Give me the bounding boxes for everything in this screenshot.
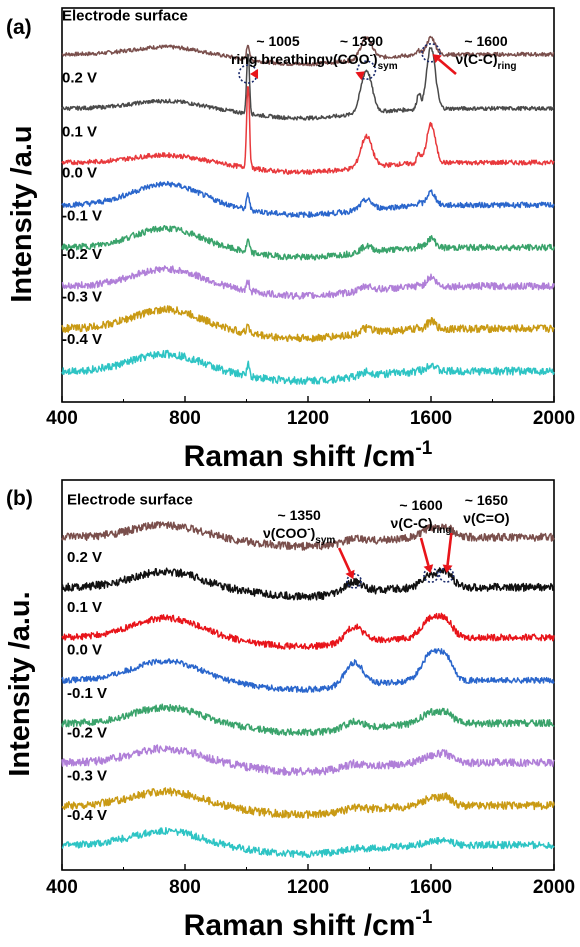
series-label: 0.0 V	[67, 642, 102, 659]
annotation-superscript: -	[370, 50, 373, 61]
series-line-4	[61, 225, 555, 261]
series-label: Electrode surface	[67, 491, 193, 508]
series-line-0	[61, 35, 555, 67]
series-line-7	[61, 349, 555, 385]
series-label: -0.4 V	[62, 331, 102, 348]
series-line-6	[61, 305, 555, 343]
annotation-assignment: ring breathing	[231, 51, 325, 67]
annotation-assignment: ν(COO-)sym	[263, 524, 335, 546]
y-axis-label: Intensity /a.u.	[4, 591, 36, 776]
series-label: 0.1 V	[62, 123, 97, 140]
annotation-assignment: ν(C-C)ring	[391, 515, 452, 536]
annotation-arrow	[337, 547, 352, 573]
annotation-arrowhead	[345, 569, 355, 580]
series-line-5	[61, 265, 555, 300]
annotation-subscript: sym	[378, 61, 398, 72]
x-axis-label-superscript: -1	[415, 907, 432, 928]
series-label: -0.2 V	[67, 725, 107, 742]
series-line-2	[61, 86, 555, 176]
annotation-arrowhead	[442, 564, 453, 573]
x-axis-label-text: Raman shift /cm	[184, 909, 416, 942]
x-tick-label: 2000	[533, 877, 575, 898]
annotation-assignment-tail: )	[373, 51, 378, 67]
series-label: 0.1 V	[67, 599, 102, 616]
x-tick-label: 800	[169, 408, 201, 429]
annotation-subscript: sym	[315, 535, 335, 546]
series-label: -0.2 V	[62, 246, 102, 263]
annotation-arrow	[437, 58, 457, 75]
annotation-wavenumber: ~ 1600	[399, 497, 442, 513]
series-line-7	[61, 827, 555, 859]
annotation-assignment-text: ν(C=O)	[463, 510, 509, 526]
peak-marker-circle	[421, 43, 441, 63]
series-label: 0.2 V	[62, 69, 97, 86]
series-line-3	[61, 180, 555, 218]
x-axis-label-superscript: -1	[415, 438, 432, 459]
series-label: -0.3 V	[67, 767, 107, 784]
annotation-wavenumber: ~ 1650	[465, 492, 508, 508]
x-axis-label-text: Raman shift /cm	[184, 440, 416, 473]
series-label: -0.1 V	[67, 685, 107, 702]
x-tick-label: 800	[169, 877, 201, 898]
annotation-subscript: ring	[498, 61, 517, 72]
annotation-assignment-text: ring breathing	[231, 51, 325, 67]
series-line-2	[61, 612, 555, 650]
annotation-wavenumber: ~ 1600	[464, 33, 507, 49]
series-line-3	[61, 648, 555, 693]
x-tick-label: 1200	[287, 408, 329, 429]
annotation-arrowhead	[423, 564, 434, 574]
series-label: 0.2 V	[67, 549, 102, 566]
series-label: -0.1 V	[62, 207, 102, 224]
annotation-arrowhead	[432, 54, 442, 64]
series-line-0	[61, 521, 555, 551]
series-line-1	[61, 567, 555, 601]
peak-marker-circle	[356, 60, 377, 80]
series-label: -0.3 V	[62, 288, 102, 305]
series-line-4	[61, 703, 555, 737]
x-tick-label: 400	[46, 408, 78, 429]
x-axis-label: Raman shift /cm-1	[184, 907, 433, 942]
x-tick-label: 1600	[410, 408, 452, 429]
series-label: Electrode surface	[62, 7, 188, 24]
annotation-superscript: -	[307, 524, 310, 535]
chart-panel-a: 400 800 1200 1600 2000 Raman shift /cm-1 Inten…	[6, 7, 575, 473]
panel-label: (a)	[6, 16, 32, 39]
annotation-assignment: ν(COO-)sym	[325, 50, 397, 72]
series-line-5	[61, 744, 555, 777]
annotation-wavenumber: ~ 1390	[340, 33, 383, 49]
annotation-arrowhead	[250, 69, 259, 79]
annotation-assignment: ν(C=O)	[463, 510, 509, 526]
panel-label: (b)	[6, 487, 33, 510]
annotation-wavenumber: ~ 1350	[278, 507, 321, 523]
series-label: 0.0 V	[62, 165, 97, 182]
annotation-assignment-text: ν(COO	[263, 525, 307, 541]
annotation-arrow	[446, 532, 453, 566]
x-tick-label: 1200	[287, 877, 329, 898]
series-label: -0.4 V	[67, 807, 107, 824]
x-tick-label: 2000	[533, 408, 575, 429]
annotation-wavenumber: ~ 1005	[256, 33, 299, 49]
x-tick-label: 1600	[410, 877, 452, 898]
y-axis-label: Intensity /a.u	[6, 125, 38, 302]
annotation-assignment-text: ν(C-C)	[391, 515, 433, 531]
annotation-arrowhead	[355, 71, 365, 81]
chart-panel-b: 400 800 1200 1600 2000 Raman shift /cm-1 Inten…	[4, 479, 575, 942]
x-axis-label: Raman shift /cm-1	[184, 438, 433, 473]
x-tick-label: 400	[46, 877, 78, 898]
peak-marker-circle	[346, 573, 362, 589]
annotation-assignment-tail: )	[311, 525, 316, 541]
annotation-assignment: ν(C-C)ring	[456, 51, 517, 72]
annotation-assignment-text: ν(COO	[325, 51, 369, 67]
annotation-assignment-text: ν(C-C)	[456, 51, 498, 67]
annotation-subscript: ring	[433, 525, 452, 536]
series-line-1	[61, 47, 555, 121]
series-line-6	[61, 787, 555, 819]
annotation-arrow	[419, 537, 430, 566]
